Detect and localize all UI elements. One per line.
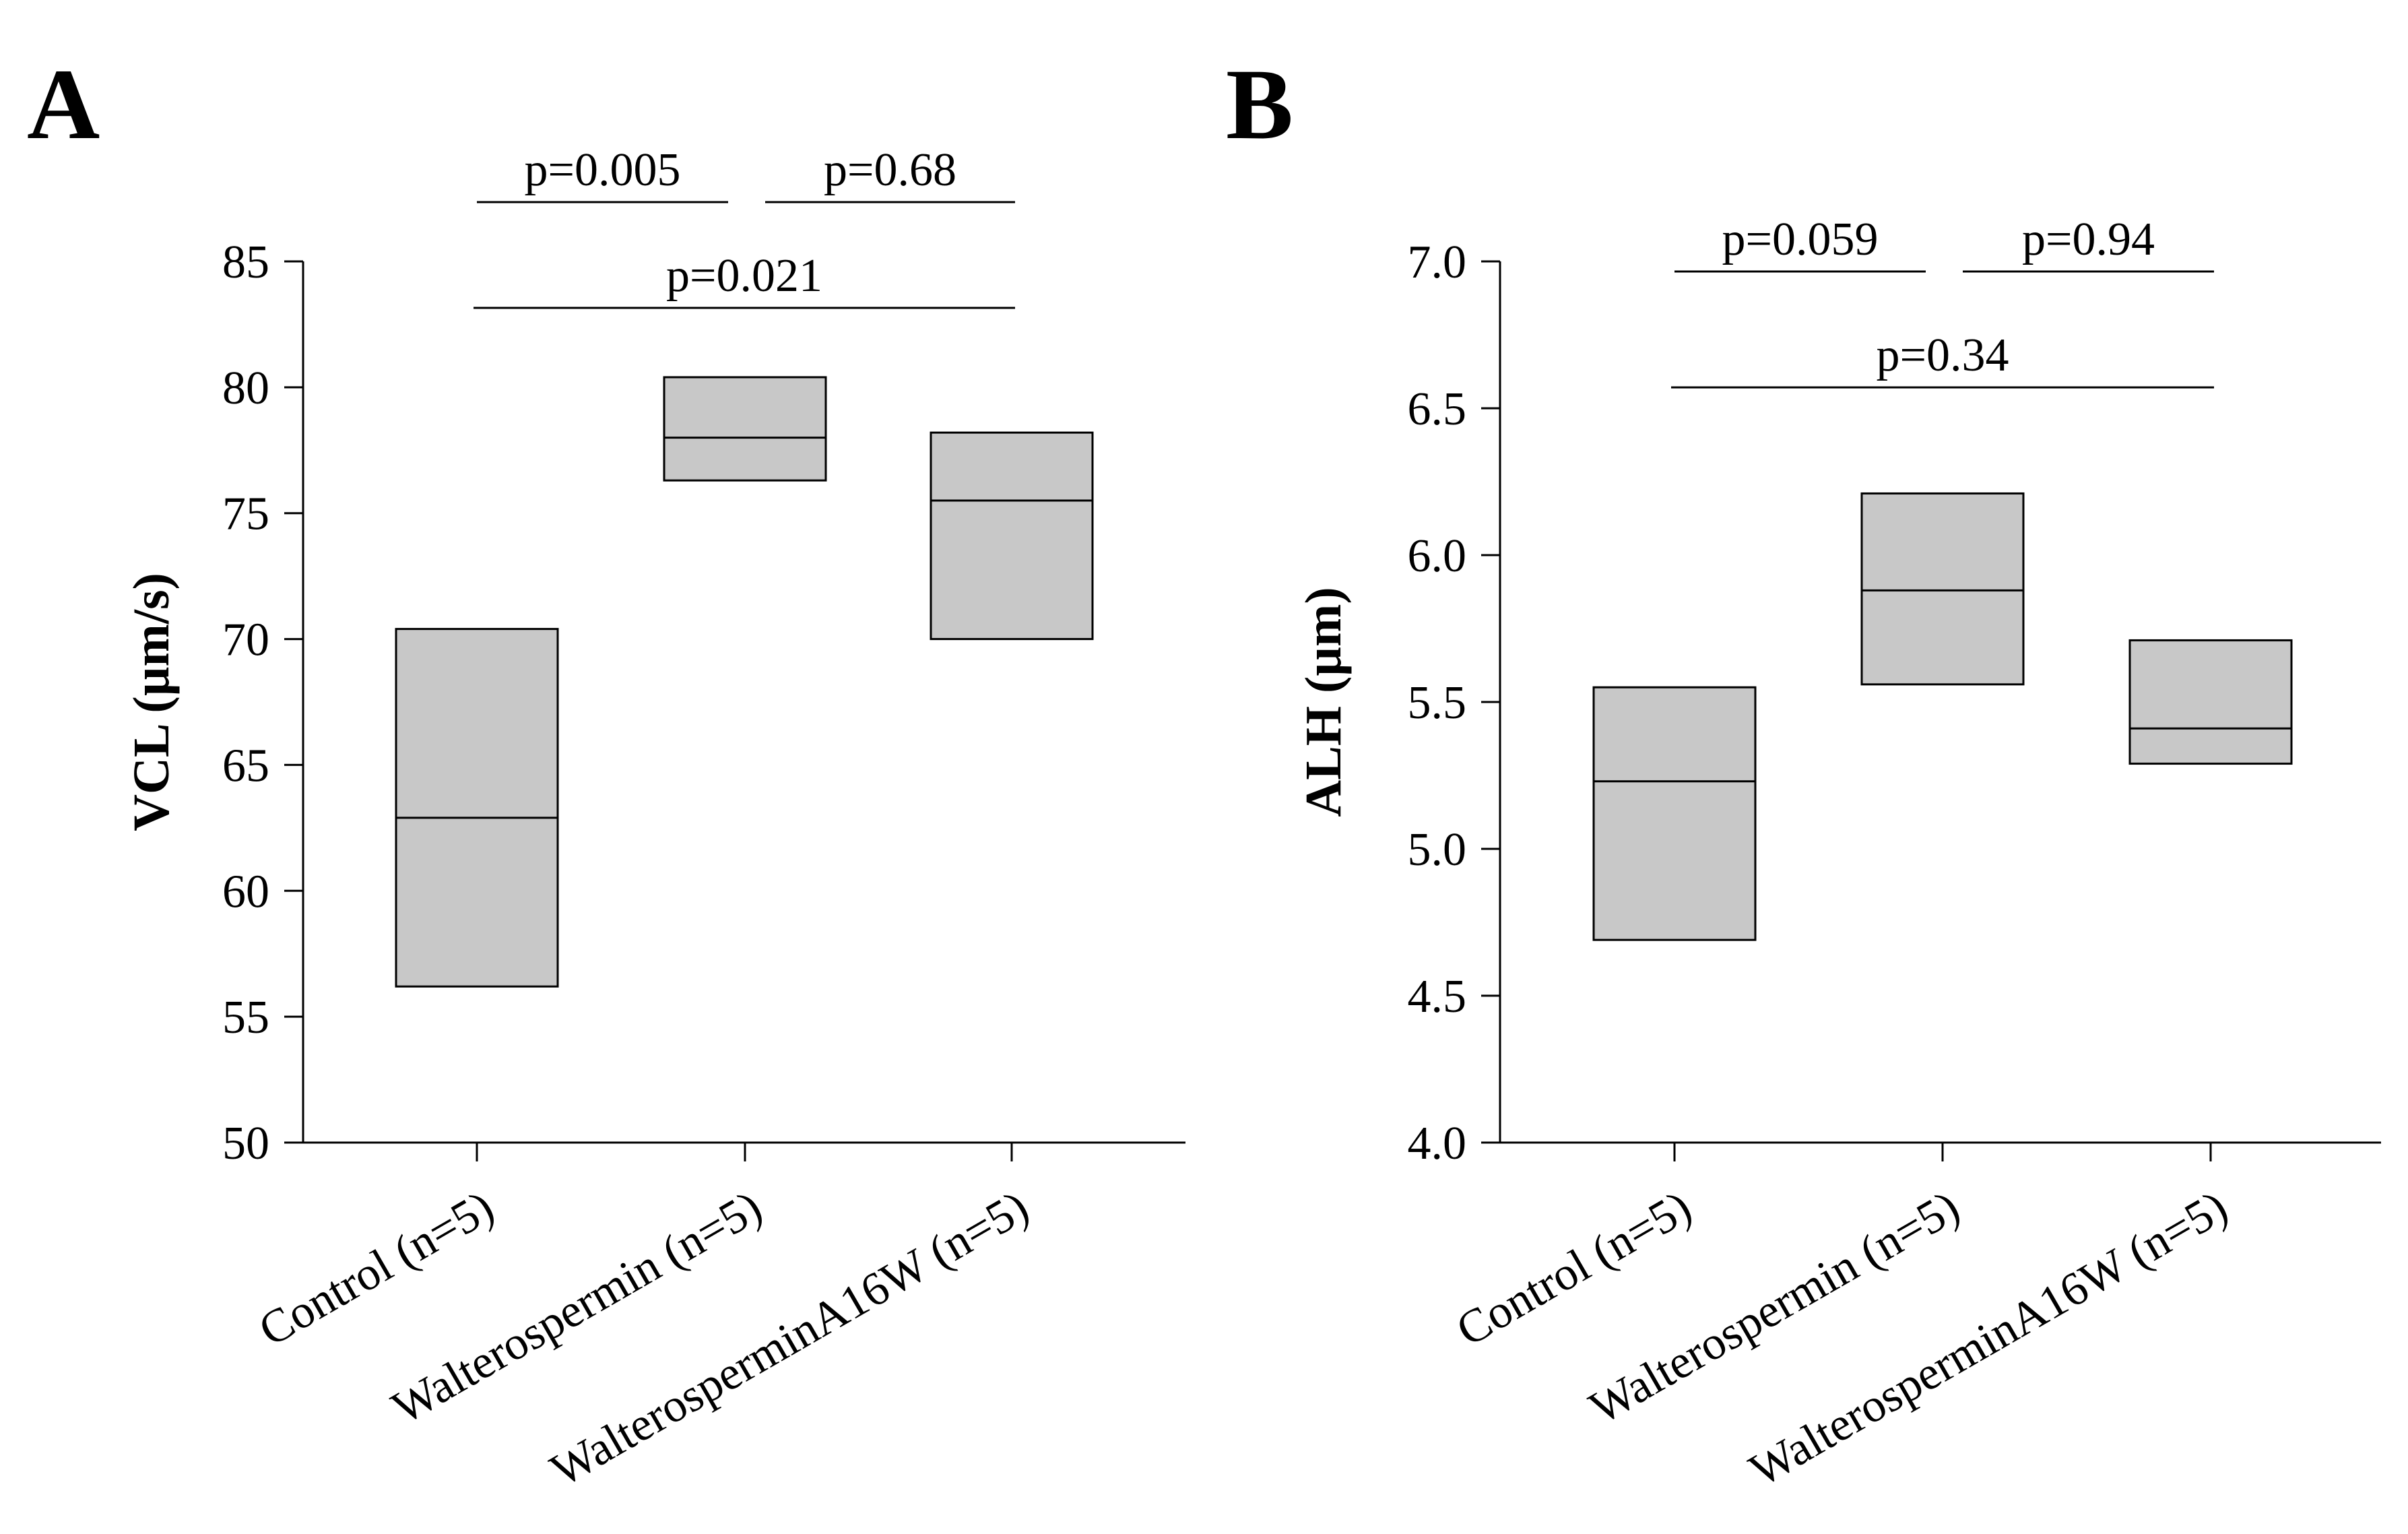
panel-b: B 4.0 4.5 5.0 5.5 6.0 6.5 7.0 ALH (µm) Control (n… — [1226, 49, 2381, 1497]
p-value-label: p=0.68 — [824, 144, 956, 196]
y-tick-label: 65 — [222, 740, 269, 792]
p-value-label: p=0.94 — [2022, 214, 2155, 265]
y-tick-label: 60 — [222, 866, 269, 918]
p-value-label: p=0.005 — [525, 144, 681, 196]
y-tick-label: 4.5 — [1408, 971, 1467, 1023]
x-category-label: Control (n=5) — [1448, 1181, 1700, 1356]
y-tick-label: 5.5 — [1408, 677, 1467, 729]
y-tick-label: 80 — [222, 362, 269, 414]
y-tick-label: 50 — [222, 1118, 269, 1170]
y-tick-label: 7.0 — [1408, 236, 1467, 288]
y-tick-label: 85 — [222, 236, 269, 288]
p-value-label: p=0.059 — [1722, 214, 1879, 265]
box-0 — [1592, 686, 1757, 941]
y-tick-label: 70 — [222, 614, 269, 666]
y-tick-label: 6.0 — [1408, 530, 1467, 582]
y-tick-label: 5.0 — [1408, 824, 1467, 876]
y-tick-label: 6.5 — [1408, 383, 1467, 435]
y-tick-label: 4.0 — [1408, 1118, 1467, 1170]
y-tick-label: 75 — [222, 488, 269, 540]
box-2 — [2128, 639, 2293, 765]
x-category-label: WalterosperminA16W (n=5) — [1741, 1181, 2236, 1497]
x-category-label: Control (n=5) — [251, 1181, 502, 1356]
box-0 — [395, 628, 559, 988]
x-category-label: WalterosperminA16W (n=5) — [542, 1181, 1037, 1497]
p-value-label: p=0.021 — [666, 250, 822, 302]
box-1 — [1860, 492, 2025, 686]
panel-a: A 50 55 60 65 70 75 80 85 VCL (µm/s) Control (n=5)… — [27, 49, 1185, 1497]
y-tick-label: 55 — [222, 992, 269, 1044]
panel-letter: B — [1226, 49, 1293, 160]
p-value-label: p=0.34 — [1877, 329, 2009, 381]
y-axis-label: ALH (µm) — [1295, 587, 1352, 817]
box-2 — [930, 431, 1094, 641]
panel-letter: A — [27, 49, 100, 160]
y-axis-label: VCL (µm/s) — [123, 573, 180, 831]
box-1 — [663, 376, 827, 482]
